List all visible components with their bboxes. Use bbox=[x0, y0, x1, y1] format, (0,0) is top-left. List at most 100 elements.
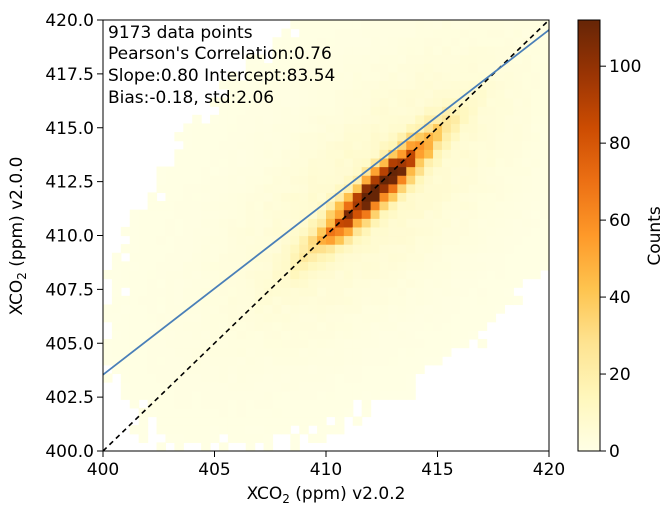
heatmap-cell bbox=[210, 132, 220, 142]
heatmap-cell bbox=[183, 157, 193, 168]
heatmap-cell bbox=[254, 149, 265, 159]
heatmap-cell bbox=[111, 313, 122, 323]
heatmap-cell bbox=[254, 209, 265, 219]
heatmap-cell bbox=[129, 330, 140, 340]
heatmap-cell bbox=[227, 313, 238, 323]
heatmap-cell bbox=[361, 226, 372, 237]
heatmap-cell bbox=[513, 157, 523, 168]
heatmap-cell bbox=[379, 20, 390, 30]
heatmap-cell bbox=[129, 244, 140, 254]
heatmap-cell bbox=[531, 201, 541, 211]
heatmap-cell bbox=[343, 390, 354, 400]
heatmap-cell bbox=[183, 183, 193, 193]
heatmap-cell bbox=[450, 321, 461, 331]
heatmap-cell bbox=[406, 287, 416, 297]
heatmap-cell bbox=[361, 63, 372, 73]
heatmap-cell bbox=[201, 425, 211, 435]
heatmap-cell bbox=[343, 37, 354, 47]
heatmap-cell bbox=[120, 330, 131, 340]
heatmap-cell bbox=[299, 157, 309, 168]
heatmap-cell bbox=[263, 132, 274, 142]
heatmap-cell bbox=[343, 399, 354, 409]
heatmap-cell bbox=[334, 252, 345, 262]
heatmap-cell bbox=[540, 235, 549, 245]
heatmap-cell bbox=[165, 192, 175, 202]
heatmap-cell bbox=[441, 20, 452, 30]
heatmap-cell bbox=[468, 261, 479, 271]
heatmap-cell bbox=[450, 304, 461, 314]
heatmap-cell bbox=[317, 356, 327, 366]
heatmap-cell bbox=[477, 192, 488, 202]
heatmap-cell bbox=[540, 261, 549, 271]
heatmap-cell bbox=[459, 97, 470, 107]
heatmap-cell bbox=[263, 63, 274, 73]
heatmap-cell bbox=[156, 201, 167, 211]
heatmap-cell bbox=[415, 54, 425, 64]
heatmap-cell bbox=[147, 382, 158, 392]
heatmap-cell bbox=[424, 114, 434, 125]
heatmap-cell bbox=[513, 209, 523, 219]
heatmap-cell bbox=[254, 106, 265, 116]
heatmap-cell bbox=[459, 278, 470, 288]
heatmap-cell bbox=[424, 287, 434, 297]
heatmap-cell bbox=[147, 304, 158, 314]
heatmap-cell bbox=[388, 321, 398, 331]
heatmap-cell bbox=[138, 244, 149, 254]
heatmap-cell bbox=[326, 63, 336, 73]
heatmap-cell bbox=[334, 28, 345, 38]
heatmap-cell bbox=[272, 157, 282, 168]
heatmap-cell bbox=[308, 218, 318, 228]
heatmap-cell bbox=[227, 88, 238, 99]
heatmap-cell bbox=[308, 209, 318, 219]
heatmap-cell bbox=[299, 20, 309, 30]
heatmap-cell bbox=[433, 54, 443, 64]
heatmap-cell bbox=[254, 356, 265, 366]
heatmap-cell bbox=[361, 106, 372, 116]
heatmap-cell bbox=[174, 399, 184, 409]
heatmap-cell bbox=[415, 45, 425, 56]
heatmap-cell bbox=[513, 149, 523, 159]
heatmap-cell bbox=[308, 45, 318, 56]
heatmap-cell bbox=[138, 209, 149, 219]
heatmap-cell bbox=[531, 97, 541, 107]
heatmap-cell bbox=[522, 261, 532, 271]
heatmap-cell bbox=[183, 338, 193, 349]
heatmap-cell bbox=[441, 295, 452, 306]
heatmap-cell bbox=[165, 330, 175, 340]
heatmap-cell bbox=[450, 37, 461, 47]
heatmap-cell bbox=[379, 338, 390, 349]
heatmap-cell bbox=[531, 157, 541, 168]
heatmap-cell bbox=[531, 132, 541, 142]
heatmap-cell bbox=[254, 338, 265, 349]
heatmap-cell bbox=[406, 364, 416, 375]
heatmap-cell bbox=[361, 175, 372, 185]
heatmap-cell bbox=[129, 218, 140, 228]
heatmap-cell bbox=[210, 433, 220, 443]
heatmap-cell bbox=[308, 54, 318, 64]
heatmap-cell bbox=[165, 399, 175, 409]
heatmap-cell bbox=[495, 218, 505, 228]
heatmap-cell bbox=[210, 261, 220, 271]
heatmap-cell bbox=[370, 330, 381, 340]
heatmap-cell bbox=[370, 132, 381, 142]
heatmap-cell bbox=[218, 226, 229, 237]
heatmap-cell bbox=[504, 71, 514, 81]
heatmap-cell bbox=[210, 226, 220, 237]
heatmap-cell bbox=[290, 356, 300, 366]
heatmap-cell bbox=[272, 295, 282, 306]
heatmap-cell bbox=[272, 183, 282, 193]
heatmap-cell bbox=[299, 37, 309, 47]
heatmap-cell bbox=[352, 63, 363, 73]
heatmap-cell bbox=[281, 252, 291, 262]
heatmap-cell bbox=[165, 304, 175, 314]
heatmap-cell bbox=[441, 201, 452, 211]
heatmap-cell bbox=[317, 269, 327, 280]
heatmap-cell bbox=[263, 278, 274, 288]
heatmap-cell bbox=[326, 45, 336, 56]
heatmap-cell bbox=[388, 28, 398, 38]
heatmap-cell bbox=[397, 364, 407, 375]
heatmap-cell bbox=[120, 390, 131, 400]
heatmap-cell bbox=[379, 261, 390, 271]
x-axis-label: XCO2 (ppm) v2.0.2 bbox=[247, 484, 406, 504]
heatmap-cell bbox=[192, 425, 202, 435]
